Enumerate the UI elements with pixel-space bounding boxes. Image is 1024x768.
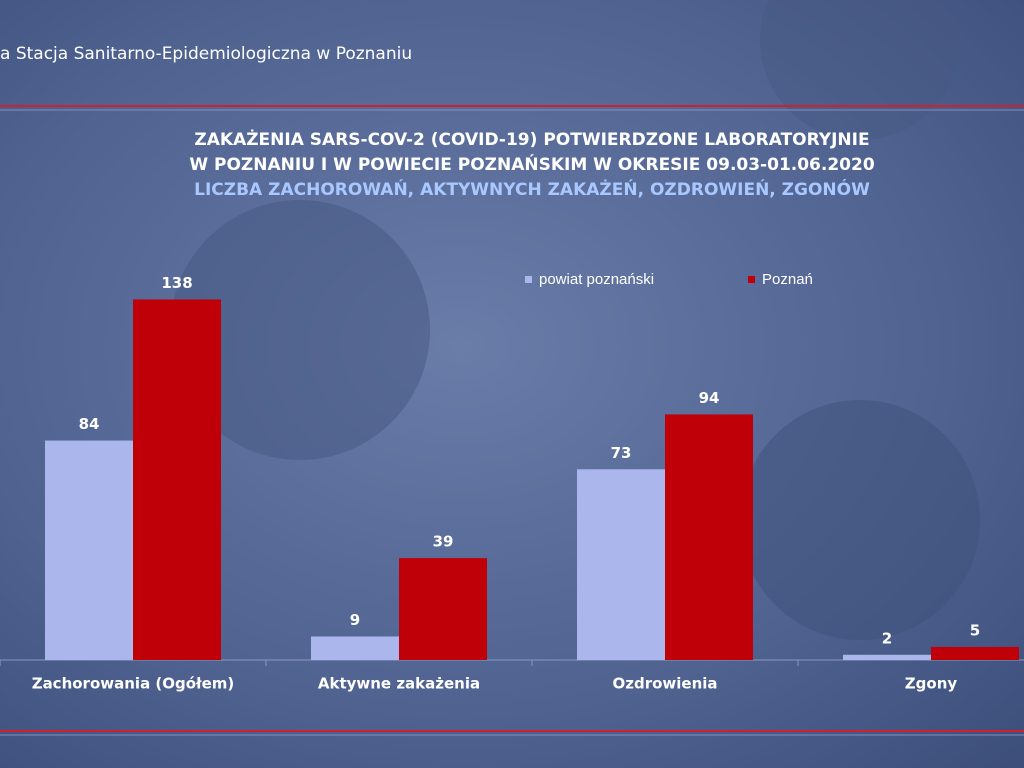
decoration [760, 0, 960, 140]
x-tick-label: Zgony [905, 675, 958, 693]
data-label: 2 [882, 629, 892, 647]
header: a Stacja Sanitarno-Epidemiologiczna w Po… [0, 44, 412, 64]
bar [843, 654, 931, 660]
bar [133, 299, 221, 660]
chart-subtitle: LICZBA ZACHOROWAŃ, AKTYWNYCH ZAKAŻEŃ, OZ… [194, 178, 870, 200]
decoration [740, 400, 980, 640]
x-tick-label: Zachorowania (Ogółem) [32, 675, 235, 693]
bar [931, 646, 1019, 660]
data-label: 5 [970, 621, 980, 639]
bar [665, 414, 753, 660]
data-label: 9 [350, 611, 360, 629]
data-label: 94 [699, 389, 720, 407]
decoration [170, 200, 430, 460]
legend-swatch [525, 276, 532, 283]
x-tick-label: Aktywne zakażenia [318, 675, 480, 693]
bar [399, 558, 487, 660]
data-label: 73 [611, 444, 632, 462]
chart-title: W POZNANIU I W POWIECIE POZNAŃSKIM W OKR… [189, 153, 874, 175]
legend-label: Poznań [762, 271, 813, 288]
legend-swatch [748, 276, 755, 283]
legend-label: powiat poznański [539, 271, 654, 288]
data-label: 138 [161, 274, 192, 292]
data-label: 39 [433, 533, 454, 551]
bar [311, 636, 399, 660]
x-tick-label: Ozdrowienia [612, 675, 717, 693]
data-label: 84 [79, 415, 100, 433]
chart-title: ZAKAŻENIA SARS-COV-2 (COVID-19) POTWIERD… [194, 128, 869, 150]
bar [577, 469, 665, 660]
bar [45, 440, 133, 660]
